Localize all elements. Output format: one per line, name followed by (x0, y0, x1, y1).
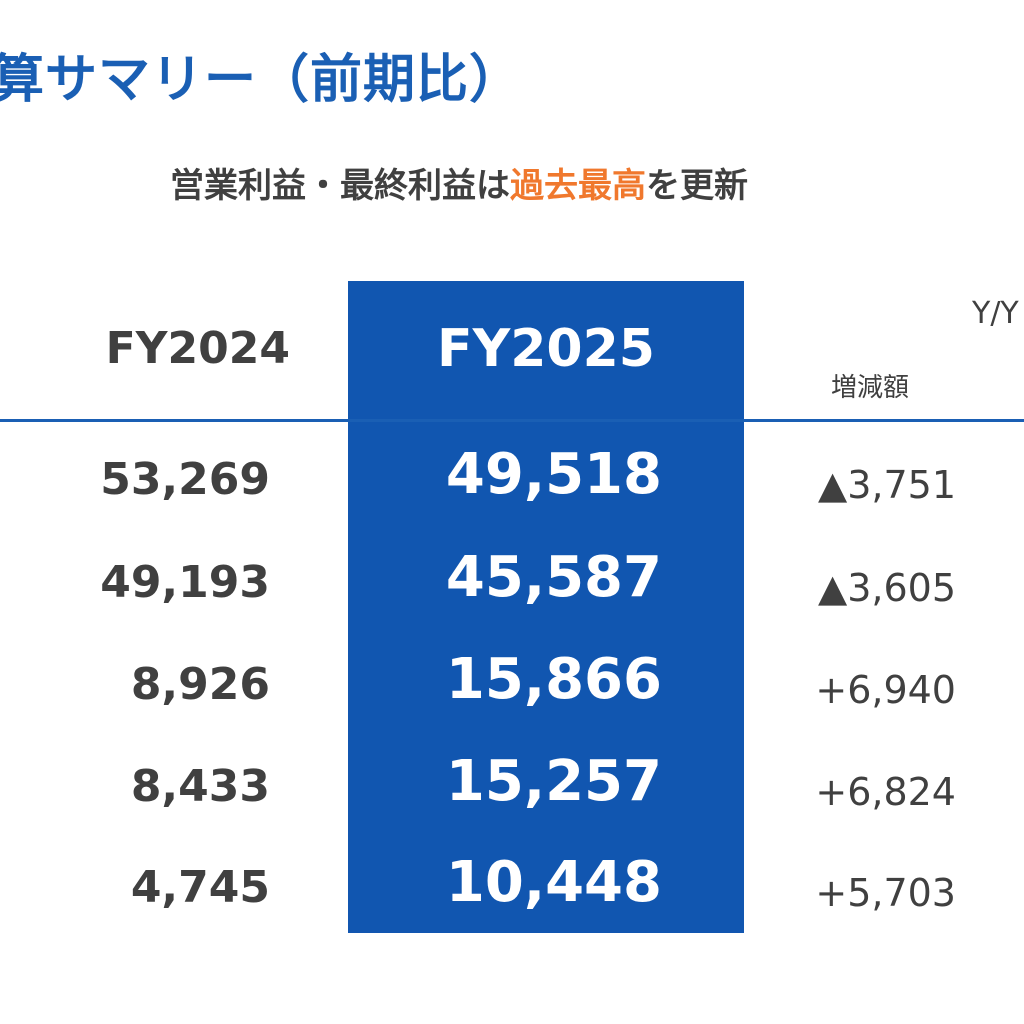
cell-current-year: 15,866 (445, 647, 662, 712)
column-header-current-year: FY2025 (437, 319, 655, 379)
table-row: 4,745 10,448 +5,703 (0, 848, 1024, 928)
headline-highlight: 過去最高 (510, 166, 646, 206)
cell-prev-year: 53,269 (100, 454, 270, 505)
cell-current-year: 15,257 (445, 749, 662, 814)
column-header-prev-year: FY2024 (105, 323, 290, 374)
cell-prev-year: 49,193 (100, 557, 270, 608)
cell-prev-year: 8,433 (130, 761, 270, 812)
page-title: 算サマリー（前期比） (0, 50, 523, 110)
cell-diff: ▲3,751 (817, 463, 956, 507)
summary-headline: 営業利益・最終利益は過去最高を更新 (170, 160, 748, 212)
cell-diff: ▲3,605 (817, 566, 956, 610)
cell-prev-year: 8,926 (130, 659, 270, 710)
cell-prev-year: 4,745 (130, 862, 270, 913)
cell-current-year: 10,448 (445, 850, 662, 915)
table-row: 53,269 49,518 ▲3,751 (0, 440, 1024, 520)
cell-current-year: 45,587 (445, 545, 662, 610)
table-row: 8,433 15,257 +6,824 (0, 747, 1024, 827)
current-year-highlight-column (348, 281, 744, 933)
table-row: 8,926 15,866 +6,940 (0, 645, 1024, 725)
cell-diff: +5,703 (815, 871, 956, 915)
headline-text-before: 営業利益・最終利益は (170, 166, 510, 206)
cell-current-year: 49,518 (445, 442, 662, 507)
table-row: 49,193 45,587 ▲3,605 (0, 543, 1024, 623)
headline-text-after: を更新 (646, 166, 748, 206)
column-header-diff: 増減額 (830, 373, 909, 403)
cell-diff: +6,824 (815, 770, 956, 814)
cell-diff: +6,940 (815, 668, 956, 712)
header-divider (0, 419, 1024, 422)
column-header-yoy: Y/Y (972, 296, 1019, 331)
